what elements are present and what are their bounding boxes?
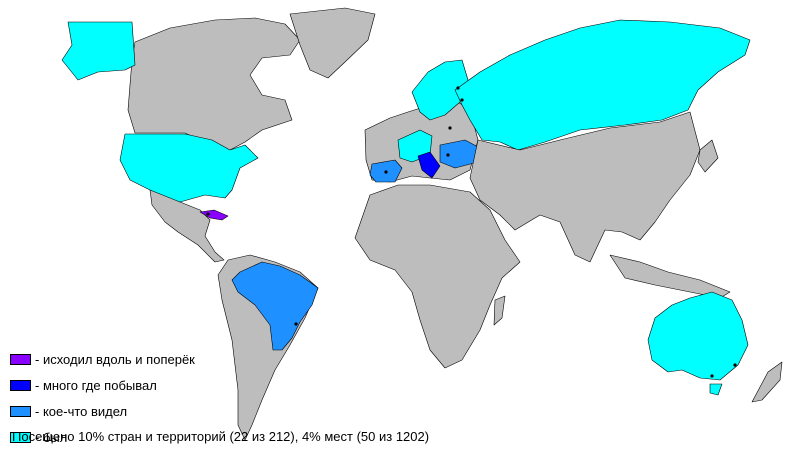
legend-swatch (10, 431, 31, 443)
greenland[interactable] (289, 7, 376, 79)
legend-item-seen-something: - кое-что видел (10, 398, 195, 424)
legend-label: - кое-что видел (35, 403, 128, 419)
cuba[interactable] (199, 209, 229, 221)
southeast-asia[interactable] (609, 254, 731, 299)
place-marker-melbourne (710, 374, 714, 378)
africa[interactable] (354, 184, 521, 369)
usa[interactable] (119, 133, 259, 203)
place-marker-kiev (448, 126, 452, 130)
legend-label: - много где побывал (35, 377, 157, 393)
canada[interactable] (127, 17, 301, 151)
brazil[interactable] (231, 261, 319, 351)
legend-item-walked-across: - исходил вдоль и поперёк (10, 346, 195, 372)
russia[interactable] (454, 19, 751, 151)
place-marker-saint-petersburg (456, 86, 460, 90)
legend: - исходил вдоль и поперёк - много где по… (10, 346, 195, 450)
legend-item-been: - был (10, 424, 195, 450)
tasmania[interactable] (709, 383, 723, 396)
place-marker-havana (206, 212, 210, 216)
alaska[interactable] (61, 21, 136, 81)
legend-item-visited-many: - много где побывал (10, 372, 195, 398)
madagascar[interactable] (493, 295, 506, 326)
japan[interactable] (697, 139, 719, 173)
legend-label: - исходил вдоль и поперёк (35, 351, 195, 367)
legend-swatch (10, 405, 31, 417)
place-marker-rio (294, 322, 298, 326)
italy-balkans[interactable] (417, 151, 441, 179)
place-marker-madrid (384, 170, 388, 174)
asia[interactable] (469, 111, 701, 263)
mexico[interactable] (149, 189, 225, 263)
australia[interactable] (647, 291, 749, 381)
place-marker-moscow (460, 98, 464, 102)
place-marker-sydney (733, 363, 737, 367)
legend-swatch (10, 353, 31, 365)
new-zealand[interactable] (751, 361, 783, 403)
legend-label: - был (35, 429, 68, 445)
legend-swatch (10, 379, 31, 391)
place-marker-bucharest (446, 153, 450, 157)
visit-summary: Посещено 10% стран и территорий (22 из 2… (12, 429, 430, 444)
